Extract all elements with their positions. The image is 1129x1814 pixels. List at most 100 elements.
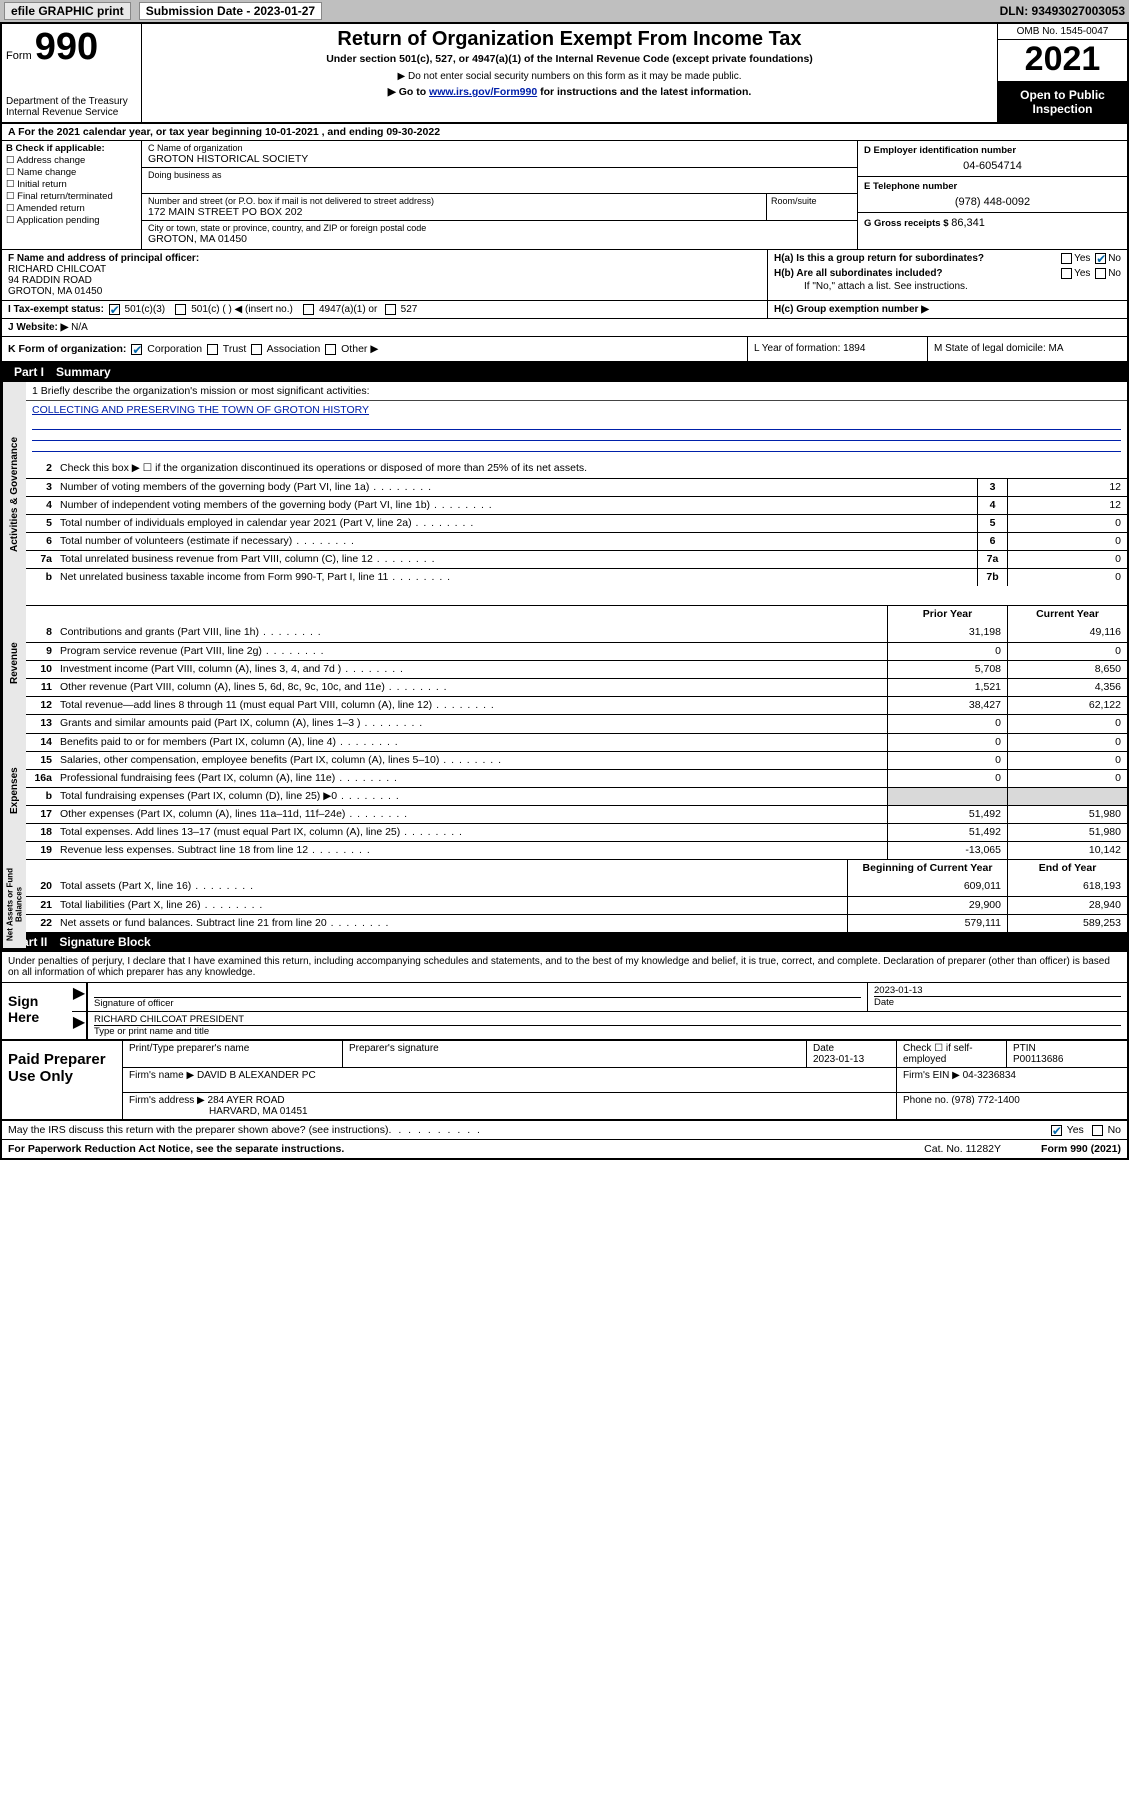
form-label: Form [6, 50, 32, 62]
ein: 04-6054714 [864, 160, 1121, 172]
chk-4947[interactable] [303, 304, 314, 315]
tax-exempt-status: I Tax-exempt status: 501(c)(3) 501(c) ( … [2, 301, 767, 318]
omb-number: OMB No. 1545-0047 [998, 24, 1127, 40]
group-return-cell: H(a) Is this a group return for subordin… [767, 250, 1127, 300]
firm-addr1: 284 AYER ROAD [208, 1095, 285, 1106]
summary-line: 10Investment income (Part VIII, column (… [26, 660, 1127, 678]
prep-ptin: P00113686 [1013, 1054, 1063, 1065]
telephone-cell: E Telephone number (978) 448-0092 [858, 177, 1127, 213]
governance-block: 1 Briefly describe the organization's mi… [26, 382, 1127, 606]
summary-line: 6Total number of volunteers (estimate if… [26, 532, 1127, 550]
beginning-year-hdr: Beginning of Current Year [847, 860, 1007, 878]
col-c-orginfo: C Name of organization GROTON HISTORICAL… [142, 141, 857, 249]
chk-other[interactable] [325, 344, 336, 355]
chk-trust[interactable] [207, 344, 218, 355]
summary-line: 15Salaries, other compensation, employee… [26, 751, 1127, 769]
col-b-title: B Check if applicable: [6, 143, 137, 154]
firm-ein: 04-3236834 [963, 1070, 1016, 1081]
revenue-block: Prior Year Current Year 8Contributions a… [26, 606, 1127, 715]
open-inspection: Open to Public Inspection [998, 82, 1127, 122]
ha-yes-checkbox[interactable] [1061, 253, 1072, 264]
header-right: OMB No. 1545-0047 2021 Open to Public In… [997, 24, 1127, 122]
part1-body: Activities & Governance 1 Briefly descri… [2, 382, 1127, 932]
sidelabel-revenue: Revenue [2, 606, 26, 720]
end-year-hdr: End of Year [1007, 860, 1127, 878]
prep-selfemp: Check ☐ if self-employed [897, 1041, 1007, 1067]
chk-501c[interactable] [175, 304, 186, 315]
mission-label: 1 Briefly describe the organization's mi… [26, 382, 1127, 401]
submission-date: Submission Date - 2023-01-27 [139, 2, 322, 20]
sig-date: 2023-01-13 [874, 985, 1121, 996]
col-d-ein: D Employer identification number 04-6054… [857, 141, 1127, 249]
chk-address-change[interactable]: ☐ Address change [6, 155, 137, 166]
dept-treasury: Department of the Treasury Internal Reve… [6, 96, 137, 118]
form-header: Form 990 Department of the Treasury Inte… [2, 24, 1127, 124]
chk-amended-return[interactable]: ☐ Amended return [6, 203, 137, 214]
expenses-block: 13Grants and similar amounts paid (Part … [26, 715, 1127, 860]
current-year-hdr: Current Year [1007, 606, 1127, 624]
efile-print-button[interactable]: efile GRAPHIC print [4, 2, 131, 20]
netassets-block: Beginning of Current Year End of Year 20… [26, 860, 1127, 932]
state-domicile: M State of legal domicile: MA [927, 337, 1127, 361]
gross-receipts-cell: G Gross receipts $ 86,341 [858, 213, 1127, 249]
summary-line: 19Revenue less expenses. Subtract line 1… [26, 841, 1127, 859]
paid-preparer-block: Paid Preparer Use Only Print/Type prepar… [2, 1041, 1127, 1121]
prep-name-hdr: Print/Type preparer's name [123, 1041, 343, 1067]
header-left: Form 990 Department of the Treasury Inte… [2, 24, 142, 122]
arrow-icon: ▶ [72, 983, 86, 1011]
sig-name: RICHARD CHILCOAT PRESIDENT [94, 1014, 1121, 1025]
summary-line: 5Total number of individuals employed in… [26, 514, 1127, 532]
org-name: GROTON HISTORICAL SOCIETY [148, 153, 851, 165]
chk-name-change[interactable]: ☐ Name change [6, 167, 137, 178]
ein-cell: D Employer identification number 04-6054… [858, 141, 1127, 177]
hc-group-exemption: H(c) Group exemption number ▶ [767, 301, 1127, 318]
chk-initial-return[interactable]: ☐ Initial return [6, 179, 137, 190]
form-990: Form 990 Department of the Treasury Inte… [0, 22, 1129, 1160]
summary-line: 12Total revenue—add lines 8 through 11 (… [26, 696, 1127, 714]
discuss-no-checkbox[interactable] [1092, 1125, 1103, 1136]
header-title-block: Return of Organization Exempt From Incom… [142, 24, 997, 122]
section-bcd: B Check if applicable: ☐ Address change … [2, 141, 1127, 250]
irs-link[interactable]: www.irs.gov/Form990 [429, 86, 537, 98]
summary-line: 2Check this box ▶ ☐ if the organization … [26, 460, 1127, 478]
chk-527[interactable] [385, 304, 396, 315]
net-header-row: Beginning of Current Year End of Year [26, 860, 1127, 878]
chk-application-pending[interactable]: ☐ Application pending [6, 215, 137, 226]
col-b-checkboxes: B Check if applicable: ☐ Address change … [2, 141, 142, 249]
summary-line: 7aTotal unrelated business revenue from … [26, 550, 1127, 568]
gross-receipts: 86,341 [951, 217, 985, 229]
form-number: 990 [35, 26, 98, 68]
officer-cell: F Name and address of principal officer:… [2, 250, 767, 300]
discuss-yes-checkbox[interactable] [1051, 1125, 1062, 1136]
summary-line: 17Other expenses (Part IX, column (A), l… [26, 805, 1127, 823]
firm-name: DAVID B ALEXANDER PC [197, 1070, 316, 1081]
chk-final-return[interactable]: ☐ Final return/terminated [6, 191, 137, 202]
discuss-row: May the IRS discuss this return with the… [2, 1121, 1127, 1139]
summary-line: 16aProfessional fundraising fees (Part I… [26, 769, 1127, 787]
summary-line: 8Contributions and grants (Part VIII, li… [26, 624, 1127, 642]
prep-sig-hdr: Preparer's signature [343, 1041, 807, 1067]
chk-association[interactable] [251, 344, 262, 355]
section-fhijk: F Name and address of principal officer:… [2, 250, 1127, 337]
dba-cell: Doing business as [142, 168, 857, 194]
hb-yes-checkbox[interactable] [1061, 268, 1072, 279]
sidelabel-netassets: Net Assets or Fund Balances [2, 860, 26, 948]
city-state-zip: GROTON, MA 01450 [148, 233, 851, 245]
chk-501c3[interactable] [109, 304, 120, 315]
sign-here-block: Sign Here ▶ Signature of officer 2023-01… [2, 983, 1127, 1041]
prep-date: 2023-01-13 [813, 1054, 864, 1065]
summary-line: 20Total assets (Part X, line 16)609,0116… [26, 878, 1127, 896]
summary-line: 9Program service revenue (Part VIII, lin… [26, 642, 1127, 660]
chk-corporation[interactable] [131, 344, 142, 355]
perjury-statement: Under penalties of perjury, I declare th… [2, 952, 1127, 983]
officer-addr2: GROTON, MA 01450 [8, 286, 761, 297]
room-suite: Room/suite [767, 194, 857, 220]
summary-line: 4Number of independent voting members of… [26, 496, 1127, 514]
ha-no-checkbox[interactable] [1095, 253, 1106, 264]
summary-line: 13Grants and similar amounts paid (Part … [26, 715, 1127, 733]
sign-here-label: Sign Here [2, 983, 72, 1039]
efile-topbar: efile GRAPHIC print Submission Date - 20… [0, 0, 1129, 22]
summary-line: 22Net assets or fund balances. Subtract … [26, 914, 1127, 932]
telephone: (978) 448-0092 [864, 196, 1121, 208]
hb-no-checkbox[interactable] [1095, 268, 1106, 279]
